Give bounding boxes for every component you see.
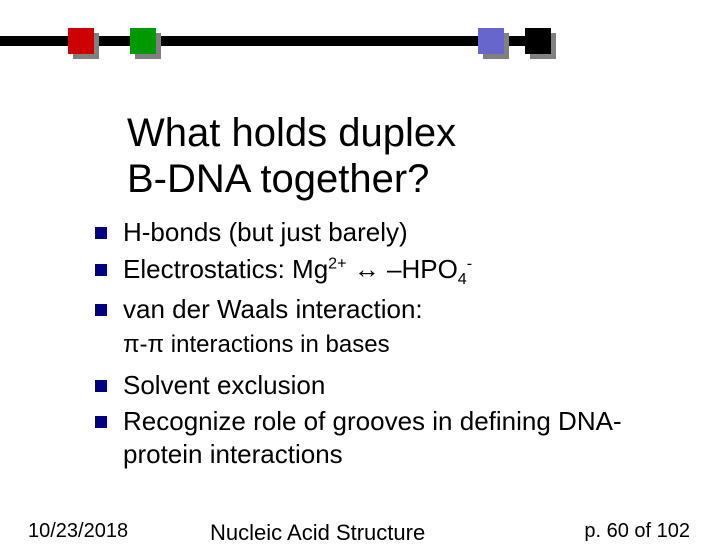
box-green bbox=[130, 28, 156, 54]
list-item: van der Waals interaction: bbox=[95, 293, 655, 326]
bullet-text: Recognize role of grooves in defining DN… bbox=[123, 405, 655, 470]
bullet-icon bbox=[95, 264, 107, 276]
superscript: - bbox=[467, 254, 472, 272]
box-red bbox=[68, 28, 94, 54]
bullet-icon bbox=[95, 227, 107, 239]
box-purple bbox=[478, 28, 504, 54]
page-title: What holds duplex B-DNA together? bbox=[127, 110, 456, 202]
title-line2: B-DNA together? bbox=[127, 157, 429, 201]
bullet-icon bbox=[95, 304, 107, 316]
bullet-list: H-bonds (but just barely) Electrostatics… bbox=[95, 216, 655, 474]
list-item: H-bonds (but just barely) bbox=[95, 216, 655, 249]
bullet-icon bbox=[95, 416, 107, 428]
superscript: 2+ bbox=[328, 254, 346, 272]
bullet-text: H-bonds (but just barely) bbox=[123, 216, 408, 249]
bullet-text: Electrostatics: Mg2+ ↔ –HPO4- bbox=[123, 253, 472, 289]
text-fragment: ↔ –HPO bbox=[347, 254, 458, 284]
title-line1: What holds duplex bbox=[127, 111, 456, 155]
list-item: Recognize role of grooves in defining DN… bbox=[95, 405, 655, 470]
bullet-text: Solvent exclusion bbox=[123, 369, 325, 402]
list-item: Solvent exclusion bbox=[95, 369, 655, 402]
footer-title: Nucleic Acid Structure bbox=[210, 520, 425, 546]
list-item: Electrostatics: Mg2+ ↔ –HPO4- bbox=[95, 253, 655, 289]
box-black bbox=[525, 28, 551, 54]
sub-bullet-text: π-π interactions in bases bbox=[123, 329, 655, 360]
bullet-text: van der Waals interaction: bbox=[123, 293, 423, 326]
bullet-icon bbox=[95, 380, 107, 392]
text-fragment: Electrostatics: Mg bbox=[123, 254, 328, 284]
subscript: 4 bbox=[458, 270, 467, 288]
